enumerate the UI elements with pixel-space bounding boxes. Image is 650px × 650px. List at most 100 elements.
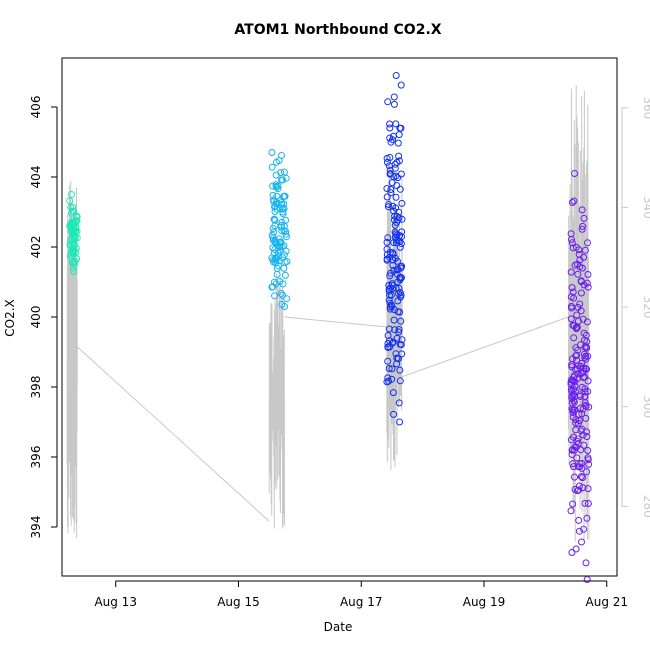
- y-left-tick-label: 402: [29, 236, 43, 259]
- data-point: [578, 538, 585, 546]
- data-point: [581, 499, 589, 507]
- data-point: [584, 485, 592, 493]
- data-point: [393, 266, 401, 274]
- data-point: [390, 266, 398, 274]
- data-point: [398, 336, 406, 344]
- data-point: [576, 263, 584, 271]
- data-point: [582, 352, 590, 360]
- data-point: [68, 240, 76, 248]
- data-point: [581, 354, 589, 362]
- secondary-line-series: [66, 85, 590, 542]
- data-point: [394, 216, 402, 224]
- data-point: [584, 283, 592, 291]
- data-point: [281, 271, 289, 279]
- data-point: [585, 460, 593, 468]
- data-point: [575, 527, 583, 535]
- x-tick-label: Aug 19: [463, 595, 506, 609]
- data-point: [272, 171, 280, 179]
- data-point: [71, 218, 79, 226]
- data-point: [395, 131, 403, 139]
- data-point: [396, 273, 404, 281]
- data-point: [396, 232, 404, 239]
- data-point: [70, 258, 78, 266]
- data-point: [393, 231, 401, 239]
- data-point: [575, 410, 583, 418]
- data-point: [392, 193, 400, 201]
- data-point: [273, 192, 281, 200]
- data-point: [282, 228, 290, 235]
- data-point: [584, 500, 592, 507]
- data-point: [280, 168, 288, 176]
- data-point: [68, 218, 76, 226]
- data-point: [391, 254, 399, 262]
- data-point: [69, 249, 77, 257]
- data-point: [383, 245, 391, 253]
- data-point: [389, 338, 397, 346]
- data-point: [567, 507, 575, 515]
- data-point: [388, 365, 396, 373]
- data-point: [385, 325, 393, 333]
- data-point: [577, 404, 585, 412]
- data-point: [390, 207, 398, 215]
- data-point: [581, 246, 589, 254]
- y-right-tick-label: 280: [641, 495, 650, 518]
- data-point: [571, 372, 578, 380]
- data-point: [70, 207, 78, 215]
- data-point: [584, 447, 592, 454]
- line-segment: [567, 85, 590, 542]
- data-point: [384, 203, 392, 211]
- line-connector: [77, 346, 270, 522]
- data-point: [568, 549, 576, 556]
- data-point: [386, 124, 394, 132]
- line-segment: [66, 180, 78, 539]
- y-left-tick-label: 398: [29, 376, 43, 399]
- data-point: [567, 385, 575, 393]
- data-point: [397, 317, 405, 325]
- data-point: [392, 350, 400, 358]
- data-point: [275, 157, 283, 165]
- data-point: [575, 486, 583, 494]
- data-point: [578, 225, 586, 233]
- data-point: [66, 197, 74, 205]
- data-point: [71, 228, 79, 236]
- data-point: [280, 193, 288, 201]
- data-point: [282, 230, 290, 238]
- y-left-tick-label: 404: [29, 166, 43, 189]
- data-point: [277, 223, 285, 231]
- data-point: [570, 397, 578, 404]
- data-point: [386, 120, 394, 128]
- data-point: [583, 514, 591, 522]
- data-point: [268, 231, 276, 239]
- y-left-tick-label: 394: [29, 516, 43, 539]
- data-point: [386, 272, 394, 280]
- data-point: [282, 247, 290, 255]
- data-point: [578, 464, 586, 472]
- data-point: [579, 374, 587, 381]
- data-point: [280, 200, 288, 208]
- data-point: [580, 441, 588, 449]
- line-connector: [284, 316, 387, 328]
- data-point: [278, 218, 286, 226]
- data-point: [577, 341, 584, 349]
- data-point: [283, 295, 291, 303]
- data-point: [279, 291, 286, 299]
- scatter-points: [66, 72, 593, 583]
- data-point: [389, 249, 397, 257]
- data-point: [384, 343, 392, 351]
- data-point: [583, 428, 591, 436]
- data-point: [385, 201, 393, 208]
- data-point: [390, 216, 398, 224]
- data-point: [575, 516, 583, 524]
- data-point: [387, 301, 395, 309]
- data-point: [573, 351, 581, 359]
- data-point: [385, 281, 393, 289]
- data-point: [572, 243, 580, 251]
- data-point: [277, 290, 285, 297]
- data-point: [567, 315, 575, 323]
- data-point: [583, 468, 591, 476]
- data-point: [395, 399, 403, 407]
- chart-title: ATOM1 Northbound CO2.X: [234, 22, 441, 38]
- data-point: [571, 473, 578, 481]
- data-point: [569, 500, 577, 508]
- data-point: [580, 364, 588, 372]
